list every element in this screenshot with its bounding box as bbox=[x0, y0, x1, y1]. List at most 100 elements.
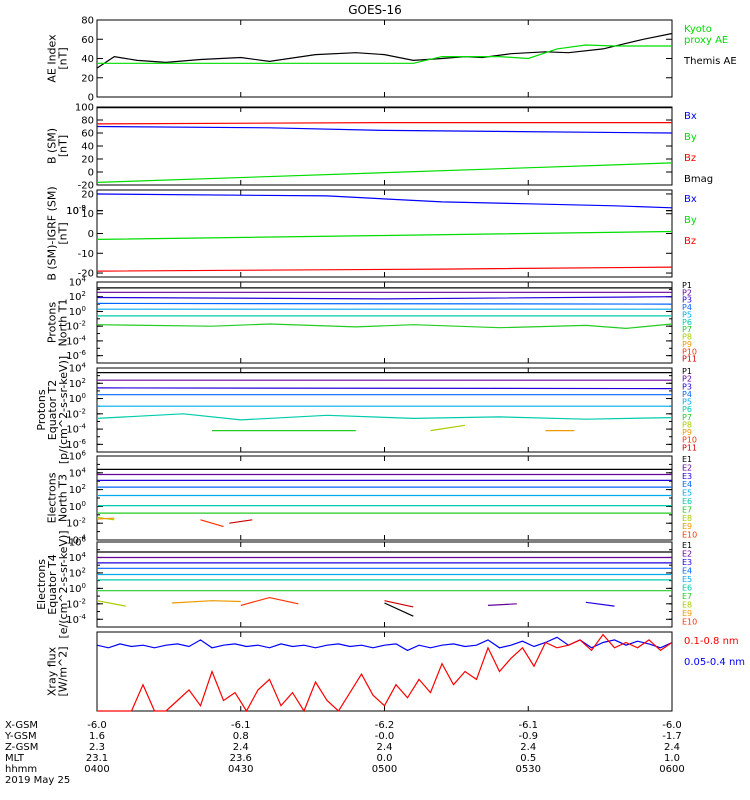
legend-entry: P9 bbox=[682, 340, 692, 349]
series-line bbox=[96, 302, 673, 305]
y-tick-label: 40 bbox=[81, 142, 94, 153]
series-line bbox=[384, 600, 414, 608]
y-axis-label: ElectronsNorth T3 bbox=[46, 472, 70, 523]
y-axis-label: Xray flux[W/m^2] bbox=[46, 646, 70, 696]
legend-entry: By bbox=[684, 132, 697, 143]
orbit-value: 0430 bbox=[228, 764, 253, 775]
y-tick-label: 0 bbox=[88, 229, 94, 240]
y-axis-label: ProtonsEquator T2[p/(cm^2-s-sr-keV)] bbox=[35, 356, 70, 464]
legend-entry: E2 bbox=[682, 463, 692, 472]
orbit-value: -6.0 bbox=[87, 720, 107, 731]
orbit-row-label: hhmm bbox=[5, 764, 37, 775]
legend-entry: E8 bbox=[682, 601, 692, 610]
orbit-value: -6.2 bbox=[375, 720, 395, 731]
legend-entry: P6 bbox=[682, 318, 692, 327]
y-tick-label: 10-2 bbox=[66, 517, 86, 530]
orbit-value: -0.0 bbox=[375, 731, 395, 742]
series-line bbox=[97, 44, 672, 64]
series-line bbox=[96, 266, 673, 272]
legend-entry: P10 bbox=[682, 347, 697, 356]
y-tick-label: 60 bbox=[81, 129, 94, 140]
chart-panel-3: -20 -10 0 10 20 B (SM)-IGRF (SM)[nT] Bx By Bz bbox=[46, 186, 697, 280]
legend-entry: E8 bbox=[682, 514, 692, 523]
legend-entry: Bz bbox=[684, 236, 696, 247]
series-line bbox=[96, 230, 673, 240]
legend-entry: E1 bbox=[682, 455, 692, 464]
series-line bbox=[384, 602, 414, 617]
y-tick-label: 10 bbox=[81, 209, 94, 220]
orbit-row-label: Y-GSM bbox=[4, 731, 37, 742]
panel-frame bbox=[96, 189, 673, 278]
series-line bbox=[171, 600, 241, 604]
legend-entry: 0.05-0.4 nm bbox=[684, 657, 745, 668]
legend-entry: P3 bbox=[682, 296, 692, 305]
date-label: 2019 May 25 bbox=[5, 775, 70, 786]
legend-entry: E2 bbox=[682, 550, 692, 559]
panel-frame bbox=[96, 281, 673, 364]
orbit-value: 0500 bbox=[372, 764, 397, 775]
legend-entry: E9 bbox=[682, 522, 692, 531]
legend-entry: P5 bbox=[682, 398, 692, 407]
chart-panel-8: 10-810-9 Xray flux[W/m^2] 0.1-0.8 nm 0.05-0… bbox=[46, 204, 745, 713]
y-axis-label: B (SM)[nT] bbox=[46, 128, 70, 164]
orbit-value: 2.4 bbox=[233, 742, 249, 753]
y-tick-label: 102 bbox=[69, 377, 86, 390]
orbit-value: -6.1 bbox=[518, 720, 538, 731]
legend-entry: P2 bbox=[682, 375, 692, 384]
series-line bbox=[96, 162, 673, 183]
series-line bbox=[96, 636, 673, 652]
legend-entry: P11 bbox=[682, 355, 697, 364]
y-axis-label: B (SM)-IGRF (SM)[nT] bbox=[46, 186, 70, 280]
orbit-value: -6.0 bbox=[662, 720, 682, 731]
legend-entry: P1 bbox=[682, 367, 692, 376]
series-line bbox=[96, 413, 673, 421]
y-tick-label: 106 bbox=[69, 450, 87, 463]
legend-entry: E4 bbox=[682, 567, 692, 576]
legend-entry: P7 bbox=[682, 413, 692, 422]
y-tick-label: 10-4 bbox=[66, 534, 86, 547]
orbit-row-label: Z-GSM bbox=[5, 742, 38, 753]
series-line bbox=[96, 125, 673, 134]
legend-entry: E5 bbox=[682, 489, 692, 498]
legend-entry: E3 bbox=[682, 472, 692, 481]
series-line bbox=[96, 387, 673, 390]
orbit-value: 23.1 bbox=[86, 753, 108, 764]
y-tick-label: 104 bbox=[69, 276, 87, 289]
y-tick-label: 60 bbox=[81, 35, 94, 46]
legend-entry: P9 bbox=[682, 428, 692, 437]
orbit-value: 2.3 bbox=[89, 742, 105, 753]
y-tick-label: 10-9 bbox=[66, 204, 86, 217]
y-tick-label: 10-2 bbox=[66, 407, 86, 420]
y-tick-label: 80 bbox=[81, 116, 94, 127]
orbit-value: -1.7 bbox=[662, 731, 682, 742]
legend-entry: Bx bbox=[684, 111, 697, 122]
legend-entry: P10 bbox=[682, 436, 697, 445]
legend-entry: P8 bbox=[682, 333, 692, 342]
series-line bbox=[96, 323, 673, 330]
y-tick-label: 104 bbox=[69, 362, 87, 375]
legend-entry: 0.1-0.8 nm bbox=[684, 636, 739, 647]
y-tick-label: 20 bbox=[81, 73, 94, 84]
y-tick-label: -20 bbox=[78, 269, 94, 280]
y-tick-label: 100 bbox=[69, 500, 86, 513]
panel-frame bbox=[96, 455, 673, 541]
legend-entry: Bx bbox=[684, 194, 697, 205]
y-tick-label: 106 bbox=[69, 536, 87, 549]
orbit-value: 0.0 bbox=[377, 753, 393, 764]
legend-entry: E1 bbox=[682, 541, 692, 550]
y-tick-label: 10-8 bbox=[66, 204, 86, 217]
chart-panels: 0 20 40 60 80 AE Index[nT] Kyoto proxy AE Themis… bbox=[35, 16, 745, 713]
series-line bbox=[96, 517, 115, 520]
legend-entry: Bz bbox=[684, 153, 696, 164]
legend-entry: P3 bbox=[682, 382, 692, 391]
orbit-value: 1.0 bbox=[664, 753, 680, 764]
orbit-value: 1.6 bbox=[89, 731, 105, 742]
series-line bbox=[97, 633, 673, 713]
legend-entry: P1 bbox=[682, 281, 692, 290]
y-axis-label: AE Index[nT] bbox=[46, 34, 70, 83]
y-tick-label: 102 bbox=[69, 483, 86, 496]
legend-entry: Bmag bbox=[684, 174, 713, 185]
y-tick-label: 80 bbox=[81, 16, 94, 27]
